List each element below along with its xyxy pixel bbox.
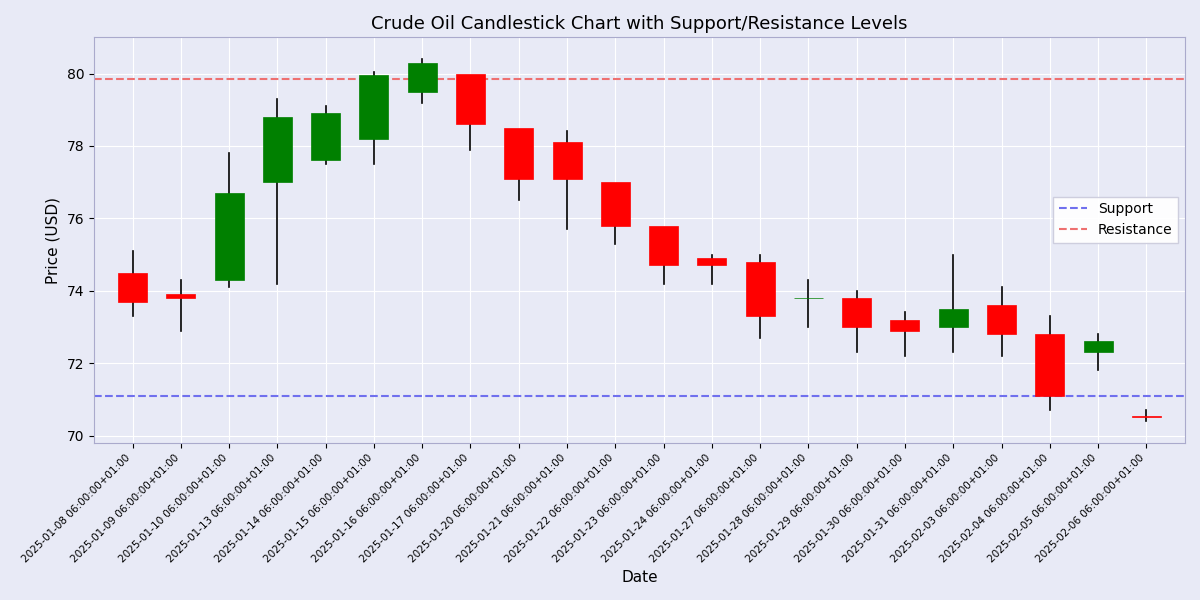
- Bar: [263, 117, 292, 182]
- Bar: [988, 305, 1016, 334]
- Bar: [745, 262, 775, 316]
- Resistance: [174, 76, 188, 83]
- Bar: [552, 142, 582, 179]
- Bar: [1036, 334, 1064, 396]
- Bar: [1132, 416, 1160, 418]
- Title: Crude Oil Candlestick Chart with Support/Resistance Levels: Crude Oil Candlestick Chart with Support…: [371, 15, 907, 33]
- Bar: [890, 320, 919, 331]
- Bar: [697, 258, 726, 265]
- Bar: [1084, 341, 1112, 352]
- Legend: Support, Resistance: Support, Resistance: [1054, 197, 1178, 243]
- Resistance: [125, 76, 139, 83]
- Bar: [504, 128, 533, 179]
- Bar: [311, 113, 340, 160]
- Bar: [118, 272, 146, 302]
- Support: [174, 392, 188, 400]
- Bar: [360, 76, 389, 139]
- Bar: [649, 226, 678, 265]
- Bar: [167, 295, 196, 298]
- Support: [125, 392, 139, 400]
- Bar: [938, 309, 967, 327]
- X-axis label: Date: Date: [622, 570, 658, 585]
- Bar: [842, 298, 871, 327]
- Y-axis label: Price (USD): Price (USD): [46, 197, 61, 284]
- Bar: [601, 182, 630, 226]
- Bar: [215, 193, 244, 280]
- Bar: [408, 62, 437, 92]
- Bar: [456, 74, 485, 124]
